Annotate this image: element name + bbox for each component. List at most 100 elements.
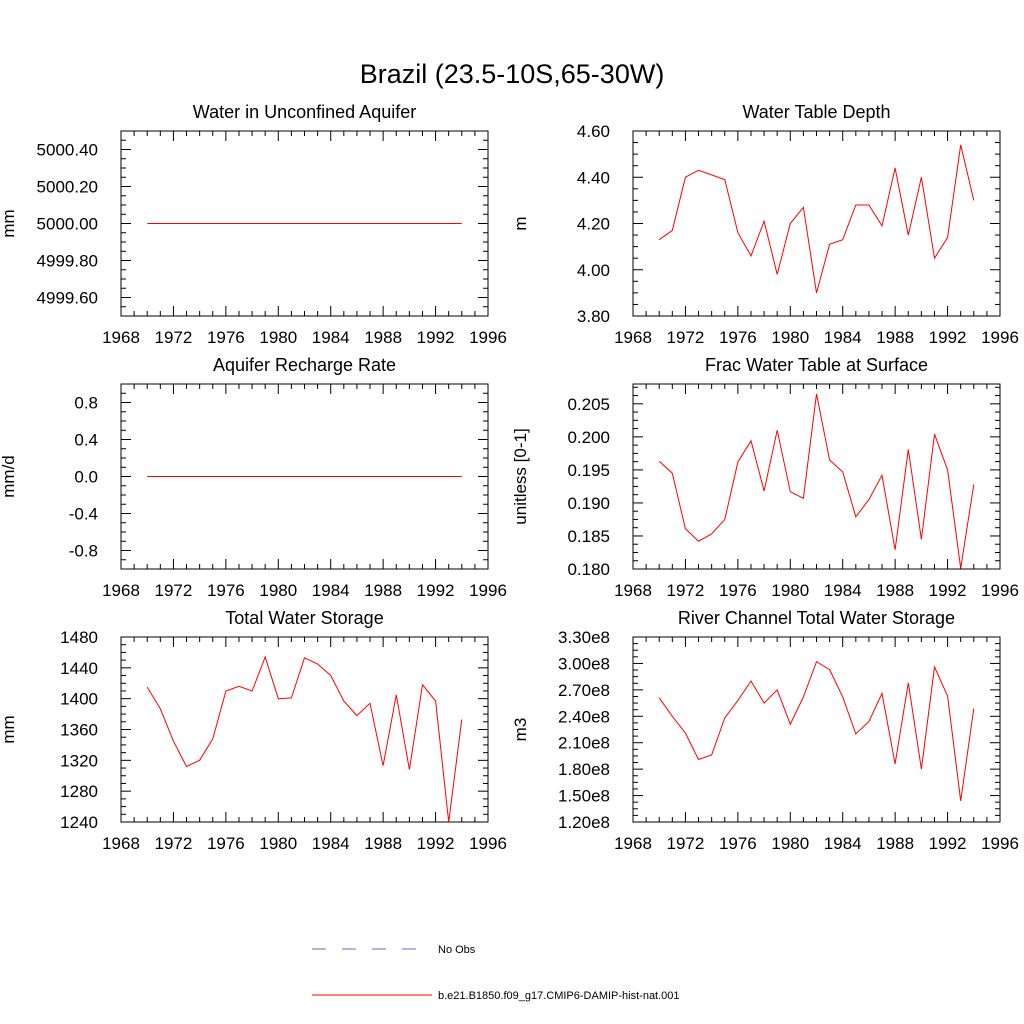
x-tick-label: 1996 — [469, 328, 507, 347]
y-axis-label: mm — [0, 715, 18, 743]
y-tick-label: 2.10e8 — [558, 734, 610, 753]
panel-title: River Channel Total Water Storage — [678, 608, 955, 628]
x-tick-label: 1972 — [667, 581, 705, 600]
y-tick-label: 1400 — [60, 690, 98, 709]
legend-label-model: b.e21.B1850.f09_g17.CMIP6-DAMIP-hist-nat… — [438, 990, 680, 1002]
plot-frame — [632, 383, 1001, 570]
x-tick-label: 1980 — [771, 581, 809, 600]
x-tick-label: 1996 — [981, 581, 1019, 600]
y-tick-label: 0.190 — [567, 494, 610, 513]
x-tick-label: 1988 — [364, 834, 402, 853]
x-tick-label: 1976 — [719, 834, 757, 853]
y-tick-label: 0.200 — [567, 428, 610, 447]
y-tick-label: 3.00e8 — [558, 654, 610, 673]
series-line — [146, 655, 463, 823]
figure-title: Brazil (23.5-10S,65-30W) — [360, 59, 665, 89]
x-tick-label: 1980 — [259, 328, 297, 347]
y-tick-label: 0.185 — [567, 527, 610, 546]
x-tick-label: 1988 — [876, 328, 914, 347]
x-tick-label: 1972 — [155, 581, 193, 600]
panel-2: Water Table Depth m 1968 1972 1976 1980 1984 19… — [511, 102, 1019, 347]
y-tick-label: -0.4 — [69, 505, 98, 524]
x-tick-label: 1988 — [364, 328, 402, 347]
x-tick-label: 1968 — [102, 581, 140, 600]
x-tick-label: 1996 — [981, 328, 1019, 347]
x-tick-label: 1980 — [259, 581, 297, 600]
x-tick-label: 1968 — [614, 328, 652, 347]
panel-title: Total Water Storage — [225, 608, 383, 628]
panels: Water in Unconfined Aquifer mm 1968 1972 197… — [0, 102, 1019, 853]
panel-5: Total Water Storage mm 1968 1972 1976 1980 198… — [0, 608, 507, 853]
y-tick-label: 3.30e8 — [558, 628, 610, 647]
y-tick-label: 4.20 — [577, 215, 610, 234]
x-tick-label: 1976 — [207, 328, 245, 347]
x-tick-label: 1996 — [981, 834, 1019, 853]
y-tick-label: 1.20e8 — [558, 813, 610, 832]
panel-3: Aquifer Recharge Rate mm/d 1968 1972 1976 198… — [0, 355, 507, 600]
y-tick-label: 1280 — [60, 782, 98, 801]
x-tick-label: 1992 — [417, 581, 455, 600]
x-tick-label: 1976 — [207, 581, 245, 600]
y-tick-label: 0.8 — [74, 394, 98, 413]
x-tick-label: 1992 — [929, 581, 967, 600]
x-tick-label: 1988 — [876, 581, 914, 600]
y-tick-label: 0.195 — [567, 461, 610, 480]
x-tick-label: 1988 — [364, 581, 402, 600]
y-tick-label: 0.0 — [74, 468, 98, 487]
plot-frame — [120, 636, 489, 823]
panel-title: Frac Water Table at Surface — [705, 355, 928, 375]
y-tick-label: 1320 — [60, 751, 98, 770]
panel-title: Water in Unconfined Aquifer — [193, 102, 416, 122]
x-tick-label: 1984 — [312, 834, 350, 853]
x-tick-label: 1972 — [155, 834, 193, 853]
y-tick-label: 4.00 — [577, 261, 610, 280]
y-tick-label: -0.8 — [69, 542, 98, 561]
x-tick-label: 1984 — [312, 328, 350, 347]
y-tick-label: 0.180 — [567, 560, 610, 579]
x-tick-label: 1988 — [876, 834, 914, 853]
y-axis-label: mm — [0, 209, 18, 237]
x-tick-label: 1992 — [417, 834, 455, 853]
y-axis-label: m3 — [511, 718, 530, 742]
y-tick-label: 0.205 — [567, 395, 610, 414]
panel-title: Water Table Depth — [742, 102, 890, 122]
y-tick-label: 4999.60 — [37, 289, 98, 308]
y-tick-label: 1480 — [60, 628, 98, 647]
x-tick-label: 1968 — [614, 834, 652, 853]
series-line — [658, 393, 975, 569]
y-tick-label: 2.70e8 — [558, 681, 610, 700]
x-tick-label: 1984 — [824, 328, 862, 347]
panel-title: Aquifer Recharge Rate — [213, 355, 396, 375]
x-tick-label: 1968 — [614, 581, 652, 600]
x-tick-label: 1992 — [929, 834, 967, 853]
y-tick-label: 1240 — [60, 813, 98, 832]
plot-frame — [632, 636, 1001, 823]
x-tick-label: 1996 — [469, 834, 507, 853]
plot-frame — [632, 130, 1001, 317]
x-tick-label: 1976 — [207, 834, 245, 853]
x-tick-label: 1992 — [929, 328, 967, 347]
y-tick-label: 4999.80 — [37, 252, 98, 271]
legend-label-no-obs: No Obs — [438, 944, 476, 956]
x-tick-label: 1968 — [102, 328, 140, 347]
x-tick-label: 1972 — [667, 834, 705, 853]
x-tick-label: 1996 — [469, 581, 507, 600]
y-tick-label: 1.80e8 — [558, 760, 610, 779]
y-tick-label: 4.40 — [577, 168, 610, 187]
legend: No Obs b.e21.B1850.f09_g17.CMIP6-DAMIP-h… — [312, 944, 680, 1002]
y-axis-label: unitless [0-1] — [511, 428, 530, 524]
x-tick-label: 1968 — [102, 834, 140, 853]
x-tick-label: 1972 — [667, 328, 705, 347]
y-tick-label: 5000.40 — [37, 141, 98, 160]
x-tick-label: 1980 — [259, 834, 297, 853]
x-tick-label: 1992 — [417, 328, 455, 347]
series-line — [658, 144, 975, 294]
x-tick-label: 1980 — [771, 834, 809, 853]
y-tick-label: 1440 — [60, 659, 98, 678]
panel-1: Water in Unconfined Aquifer mm 1968 1972 197… — [0, 102, 507, 347]
x-tick-label: 1976 — [719, 581, 757, 600]
y-tick-label: 1360 — [60, 721, 98, 740]
y-axis-label: mm/d — [0, 455, 18, 498]
